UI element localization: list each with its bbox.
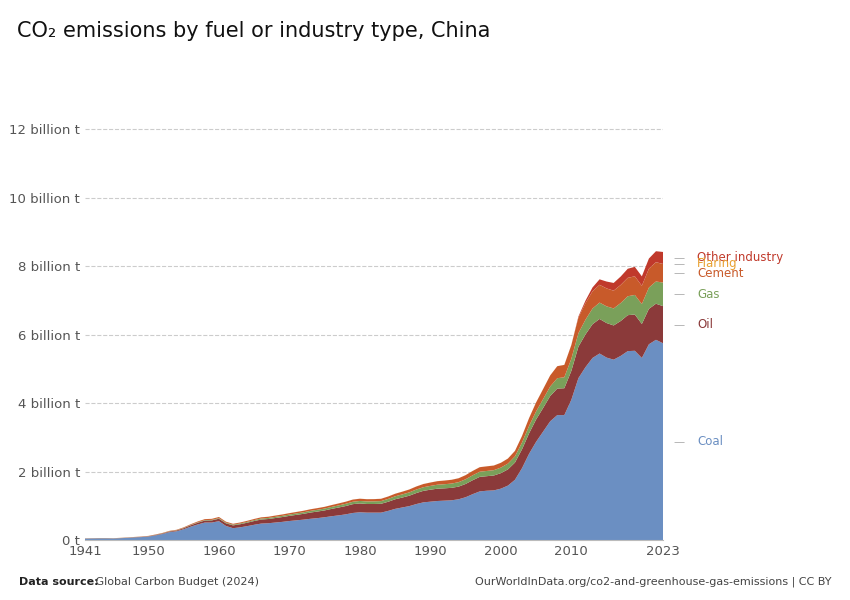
Text: Cement: Cement bbox=[697, 267, 744, 280]
Text: —: — bbox=[673, 437, 684, 446]
Text: Data source:: Data source: bbox=[19, 577, 99, 587]
Text: —: — bbox=[673, 268, 684, 278]
Text: Other industry: Other industry bbox=[697, 251, 783, 265]
Text: Flaring: Flaring bbox=[697, 257, 738, 271]
Text: —: — bbox=[673, 259, 684, 269]
Text: CO₂ emissions by fuel or industry type, China: CO₂ emissions by fuel or industry type, … bbox=[17, 21, 490, 41]
Text: Our World
in Data: Our World in Data bbox=[682, 34, 741, 57]
Text: Gas: Gas bbox=[697, 288, 719, 301]
Text: Global Carbon Budget (2024): Global Carbon Budget (2024) bbox=[92, 577, 258, 587]
Text: —: — bbox=[673, 253, 684, 263]
Text: Oil: Oil bbox=[697, 318, 713, 331]
Text: —: — bbox=[673, 289, 684, 299]
Text: OurWorldInData.org/co2-and-greenhouse-gas-emissions | CC BY: OurWorldInData.org/co2-and-greenhouse-ga… bbox=[475, 576, 831, 587]
Text: —: — bbox=[673, 320, 684, 329]
Text: Coal: Coal bbox=[697, 435, 723, 448]
